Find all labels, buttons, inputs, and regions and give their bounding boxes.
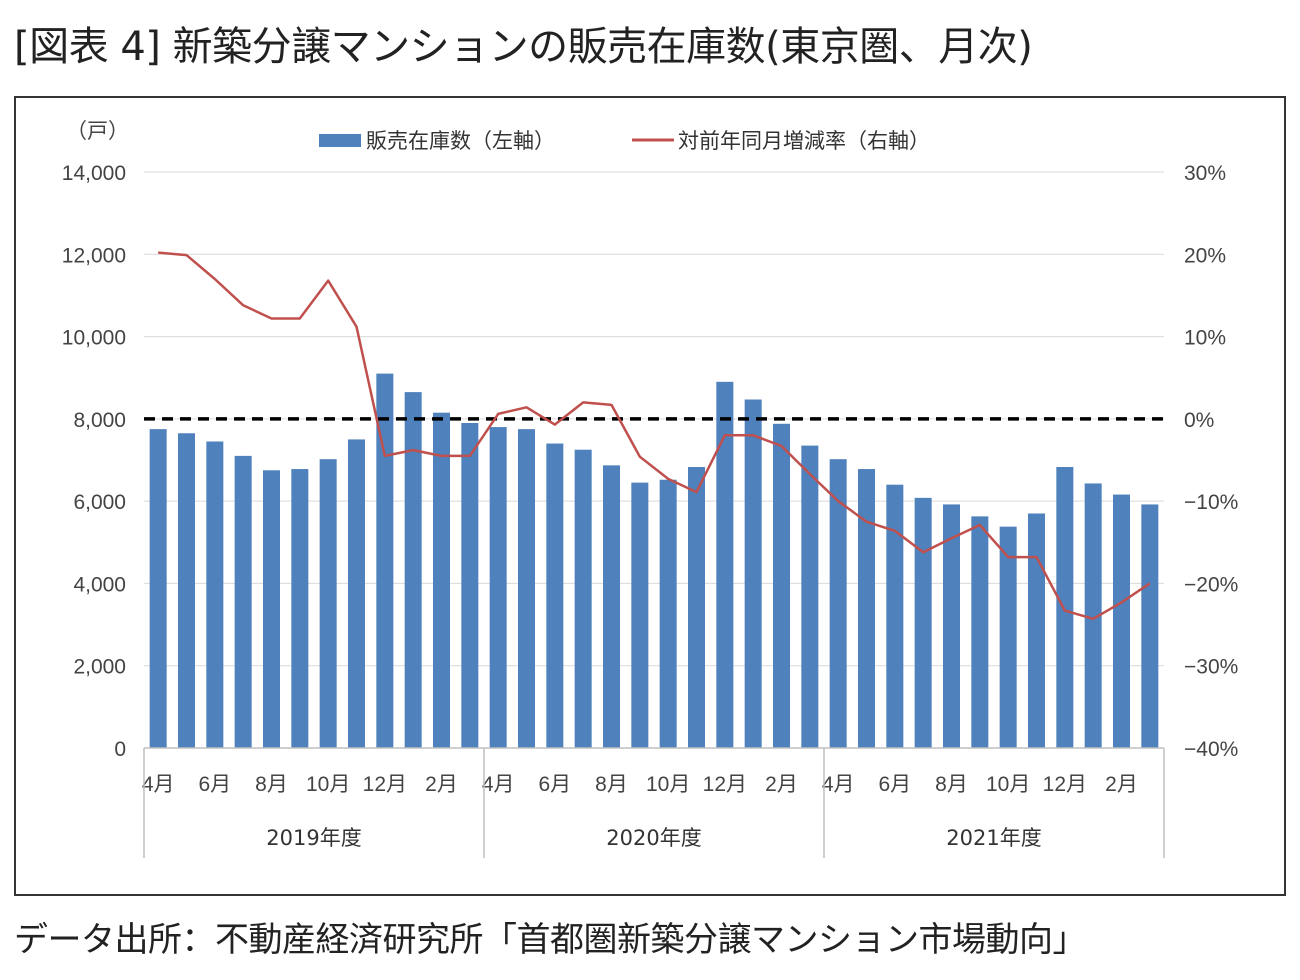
legend-bar-label: 販売在庫数（左軸） [366,129,555,153]
x-tick-label: 6月 [878,773,911,796]
x-tick-label: 12月 [1043,773,1087,796]
bar [971,516,989,748]
bar [149,429,167,748]
bar [603,465,620,748]
right-tick-label: 10% [1184,327,1226,350]
right-tick-label: −30% [1184,656,1238,679]
right-tick-label: 20% [1184,244,1226,267]
right-tick-label: −10% [1184,491,1238,514]
x-tick-label: 10月 [646,773,690,796]
legend-bar-swatch [319,134,361,147]
chart-svg: 0 2,000 4,000 6,000 8,000 10,000 12,000 14,000 −… [62,120,1238,858]
left-tick-label: 0 [114,738,126,761]
bar [858,469,875,748]
bar [744,399,762,748]
right-tick-label: 0% [1184,409,1214,432]
fiscal-year-label: 2020年度 [606,826,701,850]
bar-series [149,373,1159,748]
left-tick-label: 4,000 [73,573,126,596]
bar [489,427,507,748]
x-tick-label: 2月 [1105,773,1138,796]
bar [1028,513,1045,748]
x-tick-label: 8月 [255,773,288,796]
x-tick-label: 12月 [703,773,747,796]
legend: 販売在庫数（左軸） 対前年同月増減率（右軸） [319,129,930,153]
bar [716,381,734,748]
bar [801,445,819,748]
bar [178,433,195,748]
bar [999,526,1017,748]
bar [319,459,337,748]
right-tick-label: 30% [1184,162,1226,185]
x-tick-label: 6月 [538,773,571,796]
bar [433,412,450,748]
x-tick-label: 10月 [986,773,1030,796]
bar [1056,466,1074,748]
x-tick-label: 4月 [482,773,515,796]
x-tick-label: 10月 [306,773,350,796]
bar [234,455,252,748]
axis-layer: 0 2,000 4,000 6,000 8,000 10,000 12,000 14,000 −… [62,162,1238,858]
line-series [158,251,1151,621]
bar [1141,504,1159,748]
fiscal-year-label: 2021年度 [946,826,1041,850]
x-tick-label: 2月 [765,773,798,796]
growth-rate-line [158,251,1151,621]
bar [291,469,309,748]
x-tick-label: 8月 [935,773,968,796]
left-tick-label: 6,000 [73,491,126,514]
bar [773,423,790,748]
source-note: データ出所：不動産経済研究所「首都圏新築分譲マンション市場動向」 [14,920,1087,960]
right-tick-label: −20% [1184,573,1238,596]
left-tick-label: 12,000 [62,244,126,267]
x-tick-label: 4月 [822,773,855,796]
fiscal-year-label: 2019年度 [266,826,361,850]
x-tick-label: 8月 [595,773,628,796]
figure-title: [図表 4] 新築分譲マンションの販売在庫数(東京圏、月次) [14,24,1033,70]
x-tick-label: 4月 [142,773,175,796]
bar [546,443,564,748]
chart-frame: 0 2,000 4,000 6,000 8,000 10,000 12,000 14,000 −… [14,96,1286,896]
bar [206,441,224,748]
bar [518,429,535,748]
bar [659,479,677,748]
bar [574,449,592,748]
bar [1113,494,1130,748]
bar [263,470,280,748]
x-tick-label: 6月 [198,773,231,796]
left-tick-label: 2,000 [73,656,126,679]
bar [943,504,960,748]
right-tick-label: −40% [1184,738,1238,761]
legend-line-label: 対前年同月増減率（右軸） [678,129,930,153]
x-tick-label: 2月 [425,773,458,796]
bar [631,482,649,748]
bar [461,422,479,748]
bar [376,373,394,748]
left-tick-label: 14,000 [62,162,126,185]
bar [886,484,904,748]
bar [1084,483,1102,748]
left-tick-label: 10,000 [62,327,126,350]
bar [404,392,422,748]
x-tick-label: 12月 [363,773,407,796]
left-tick-label: 8,000 [73,409,126,432]
bar [348,439,365,748]
bar [914,497,932,748]
bar [688,466,705,748]
bar [829,459,847,748]
left-axis-unit-label: （戸） [66,120,129,143]
